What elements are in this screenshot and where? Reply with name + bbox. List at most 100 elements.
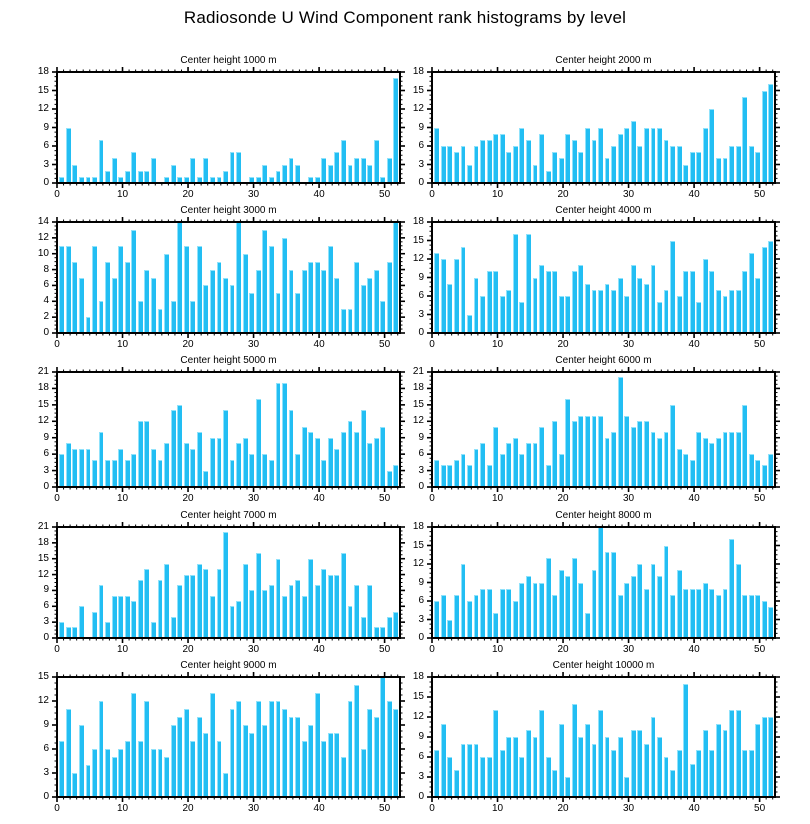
- bar: [689, 152, 695, 183]
- x-tick-label: 20: [182, 493, 194, 504]
- plot-area: [432, 372, 775, 487]
- bar: [722, 158, 728, 183]
- x-tick-label: 20: [182, 189, 194, 200]
- x-tick-label: 0: [429, 189, 435, 200]
- bar: [386, 261, 392, 333]
- bar: [676, 570, 682, 638]
- bar: [722, 588, 728, 638]
- bar: [558, 158, 564, 183]
- bar: [637, 564, 643, 638]
- bar: [327, 164, 333, 183]
- y-tick-label: 10: [37, 247, 49, 259]
- x-tick-label: 20: [182, 803, 194, 814]
- x-tick-label: 40: [688, 493, 700, 504]
- bar: [689, 588, 695, 638]
- bar: [92, 611, 97, 638]
- bar: [341, 432, 346, 487]
- bar: [170, 725, 176, 797]
- bar: [105, 622, 110, 638]
- bar: [650, 432, 656, 487]
- bar: [393, 78, 399, 183]
- bar: [151, 622, 156, 638]
- x-tick-label: 30: [622, 493, 635, 504]
- x-tick-label: 10: [491, 803, 504, 814]
- bar: [545, 465, 551, 487]
- bar: [683, 164, 689, 183]
- bar: [526, 234, 531, 333]
- bar: [467, 164, 472, 183]
- bar: [630, 730, 636, 797]
- bar: [72, 448, 78, 487]
- bar: [643, 588, 649, 638]
- bar: [552, 152, 558, 183]
- bar: [268, 585, 274, 638]
- bar: [78, 448, 84, 487]
- x-tick-label: 0: [429, 803, 435, 814]
- x-tick-label: 30: [622, 189, 635, 200]
- y-tick-label: 6: [418, 290, 424, 301]
- bar: [702, 730, 708, 797]
- y-tick-label: 9: [43, 121, 49, 133]
- x-tick-label: 50: [754, 339, 766, 350]
- x-tick-label: 50: [754, 493, 766, 504]
- bar: [282, 382, 287, 487]
- bar: [367, 277, 373, 333]
- bar: [467, 314, 472, 333]
- bar: [467, 465, 472, 487]
- bar: [301, 741, 307, 797]
- bar: [341, 757, 346, 797]
- bar: [532, 737, 538, 797]
- bar: [696, 588, 702, 638]
- bar: [262, 229, 268, 333]
- bar: [137, 170, 143, 183]
- bar: [327, 437, 333, 487]
- bar: [584, 723, 590, 797]
- bar: [761, 601, 767, 638]
- bar: [539, 426, 544, 487]
- bar: [493, 426, 499, 487]
- bar: [755, 723, 761, 797]
- bar: [131, 693, 137, 797]
- bar: [539, 133, 544, 183]
- bar: [584, 415, 590, 487]
- y-tick-label: 3: [418, 464, 424, 476]
- y-tick-label: 15: [37, 84, 49, 96]
- bar: [164, 176, 169, 183]
- x-tick-label: 50: [379, 644, 391, 655]
- axis-frame-and-ticks: [427, 67, 780, 188]
- bar: [92, 749, 97, 797]
- bar: [519, 302, 525, 333]
- bar: [190, 574, 196, 638]
- bar: [334, 574, 340, 638]
- bar: [453, 459, 459, 487]
- bar: [453, 594, 459, 638]
- bar: [288, 410, 294, 487]
- bar: [512, 737, 518, 797]
- bar: [578, 737, 584, 797]
- bar: [604, 551, 610, 638]
- bar: [183, 574, 189, 638]
- bar: [249, 176, 255, 183]
- y-tick-label: 6: [418, 595, 424, 606]
- bar: [255, 399, 261, 487]
- bar: [519, 454, 525, 487]
- bar: [137, 741, 143, 797]
- histogram-panel-2: Center height 2000 m 0 3 6 9 12 15 18 0 10 20 30 40 5…: [413, 55, 780, 200]
- y-tick-label: 4: [43, 295, 49, 307]
- bar: [637, 277, 643, 333]
- y-tick-label: 0: [43, 791, 49, 802]
- y-tick-label: 9: [43, 719, 49, 730]
- bar: [709, 109, 715, 183]
- y-tick-label: 12: [37, 695, 49, 706]
- bar: [124, 595, 130, 638]
- panel-title: Center height 5000 m: [180, 355, 277, 366]
- bar: [716, 594, 721, 638]
- bar: [105, 170, 110, 183]
- bar: [545, 170, 551, 183]
- bar: [118, 448, 124, 487]
- x-tick-label: 40: [688, 644, 700, 655]
- bar: [354, 685, 359, 797]
- bar: [755, 277, 761, 333]
- bar: [98, 585, 104, 638]
- bar: [229, 285, 235, 333]
